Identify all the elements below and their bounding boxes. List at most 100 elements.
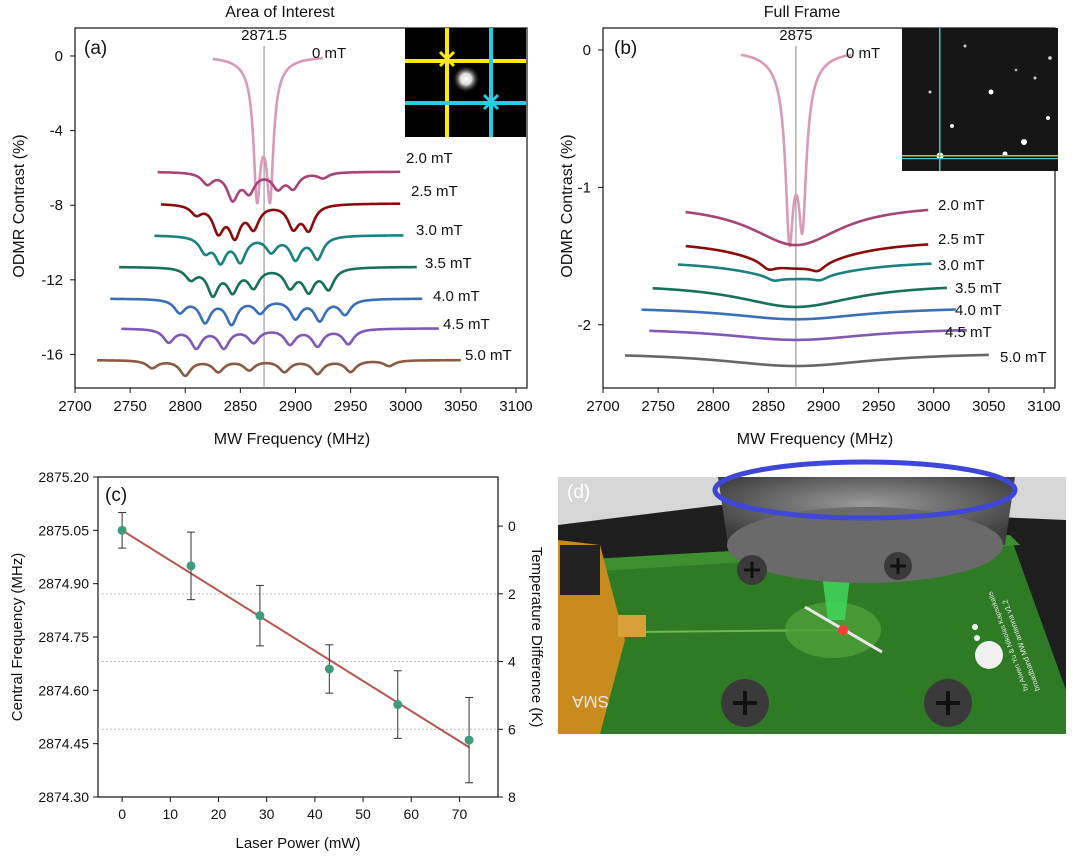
x-tick-label: 20 [211, 806, 227, 822]
series-label: 3.0 mT [416, 222, 463, 239]
data-point [117, 525, 127, 535]
series-line-3-0-mT [677, 262, 933, 282]
series-line-4-0-mT [109, 297, 424, 327]
board-sma-text: SMA [572, 692, 610, 711]
y-tick-label: 0 [55, 48, 63, 65]
panel-a-xlabel: MW Frequency (MHz) [214, 431, 370, 448]
y2-tick-label: 8 [508, 789, 516, 805]
data-point [393, 700, 403, 710]
panel-b-ylabel: ODMR Contrast (%) [559, 134, 576, 277]
panel-b-title: Full Frame [764, 4, 841, 21]
linear-fit-line [121, 529, 470, 749]
panel-a-series-labels: 0 mT 2.0 mT 2.5 mT 3.0 mT 3.5 mT 4.0 mT 4.5 mT… [312, 45, 512, 364]
panel-c: 0 2 4 6 8 0 10 20 30 40 50 60 70 2874.30 2874.45 2874.6… [9, 469, 545, 852]
series-line-0-mT [212, 56, 324, 205]
series-label: 2.5 mT [938, 231, 985, 248]
x-tick-label: 3100 [1027, 398, 1060, 415]
y-tick-label: 2875.05 [38, 522, 89, 538]
series-label: 3.5 mT [425, 255, 472, 272]
series-label: 2.5 mT [411, 183, 458, 200]
x-tick-label: 2800 [169, 398, 202, 415]
panel-c-grid [98, 593, 498, 730]
series-label: 4.5 mT [945, 324, 992, 341]
panel-b-curves [624, 53, 990, 368]
series-line-2-0-mT [156, 170, 401, 203]
x-tick-label: 3050 [444, 398, 477, 415]
panel-a-axes: 2700 2750 2800 2850 2900 2950 3000 3050 3100 0 -4 -… [41, 27, 532, 415]
y-tick-label: 2874.45 [38, 736, 89, 752]
series-label: 4.0 mT [433, 288, 480, 305]
panel-d-photo: SMA broadband MW antenna v1.2 by Aiwen Y… [558, 459, 1066, 734]
series-line-4-5-mT [120, 327, 440, 351]
x-tick-label: 50 [355, 806, 371, 822]
series-line-3-5-mT [651, 286, 948, 309]
y2-tick-label: 6 [508, 721, 516, 737]
panel-c-xlabel: Laser Power (mW) [235, 835, 360, 852]
x-tick-label: 10 [163, 806, 179, 822]
x-tick-label: 2900 [807, 398, 840, 415]
x-tick-label: 3100 [499, 398, 532, 415]
series-label: 0 mT [312, 45, 346, 62]
series-line-0-mT [740, 53, 852, 248]
panel-c-ylabel: Central Frequency (MHz) [9, 553, 26, 721]
series-line-4-0-mT [640, 308, 957, 321]
x-tick-label: 2900 [279, 398, 312, 415]
x-tick-label: 3050 [972, 398, 1005, 415]
x-tick-label: 40 [307, 806, 323, 822]
data-point [324, 664, 334, 674]
panel-c-y2label: Temperature Difference (K) [528, 547, 545, 728]
series-line-2-5-mT [684, 243, 929, 273]
x-tick-label: 2750 [641, 398, 674, 415]
y2-tick-label: 0 [508, 518, 516, 534]
series-line-5-0-mT [96, 358, 462, 378]
panel-d-label: (d) [567, 482, 591, 503]
x-tick-label: 3000 [917, 398, 950, 415]
panel-b-axes: 2700 2750 2800 2850 2900 2950 3000 3050 3100 0 -1 -… [578, 27, 1061, 415]
series-label: 2.0 mT [406, 150, 453, 167]
y-tick-label: 0 [583, 42, 591, 59]
x-tick-label: 2850 [224, 398, 257, 415]
y-tick-label: 2874.90 [38, 576, 89, 592]
panel-b-series-labels: 0 mT 2.0 mT 2.5 mT 3.0 mT 3.5 mT 4.0 mT 4.5 mT… [846, 45, 1047, 366]
panel-a-inset [405, 28, 526, 137]
center-frequency-label: 2871.5 [241, 27, 287, 44]
series-line-3-0-mT [153, 234, 405, 266]
series-label: 3.0 mT [938, 257, 985, 274]
y2-tick-label: 4 [508, 654, 516, 670]
x-tick-label: 30 [259, 806, 275, 822]
series-label: 2.0 mT [938, 197, 985, 214]
x-tick-label: 3000 [389, 398, 422, 415]
panel-b-frame [602, 27, 1056, 389]
series-label: 5.0 mT [1000, 349, 1047, 366]
series-line-5-0-mT [624, 353, 990, 368]
x-tick-label: 2750 [113, 398, 146, 415]
y-tick-label: -12 [41, 272, 63, 289]
panel-b-xlabel: MW Frequency (MHz) [737, 431, 893, 448]
center-frequency-label: 2875 [779, 27, 812, 44]
series-label: 3.5 mT [955, 280, 1002, 297]
panel-a-ylabel: ODMR Contrast (%) [11, 134, 28, 277]
y-tick-label: -1 [578, 179, 591, 196]
x-tick-label: 60 [403, 806, 419, 822]
x-tick-label: 2700 [58, 398, 91, 415]
panel-c-axes: 0 2 4 6 8 0 10 20 30 40 50 60 70 2874.30 2874.45 2874.6… [38, 469, 516, 822]
panel-a-frame [74, 27, 528, 389]
panel-a: Area of Interest 2700 2750 2800 2850 2900 295… [11, 4, 533, 448]
data-point [186, 561, 196, 571]
data-point [255, 611, 265, 621]
y2-tick-label: 2 [508, 586, 516, 602]
series-label: 4.5 mT [443, 316, 490, 333]
panel-c-frame [97, 476, 499, 798]
series-label: 0 mT [846, 45, 880, 62]
x-tick-label: 2950 [334, 398, 367, 415]
panel-b-label: (b) [614, 38, 637, 59]
y-tick-label: -16 [41, 346, 63, 363]
y-tick-label: -8 [50, 197, 63, 214]
panel-c-label: (c) [105, 485, 127, 506]
x-tick-label: 2850 [752, 398, 785, 415]
x-tick-label: 2700 [586, 398, 619, 415]
panel-b-inset [902, 28, 1058, 171]
x-tick-label: 2800 [697, 398, 730, 415]
panel-a-label: (a) [84, 38, 107, 59]
